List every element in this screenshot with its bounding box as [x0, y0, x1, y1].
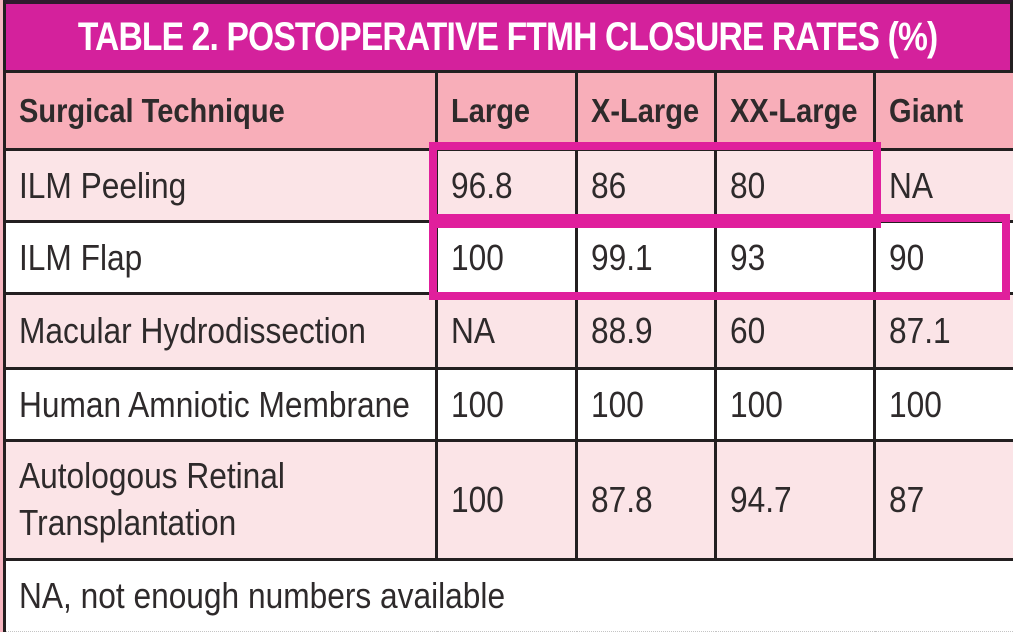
value-cell: 93 — [714, 220, 876, 295]
technique-cell: ILM Flap — [3, 220, 438, 295]
page-background-sliver — [0, 0, 3, 632]
value-cell: 100 — [435, 439, 578, 561]
value-cell: 94.7 — [714, 439, 876, 561]
column-header-xxlarge: XX-Large — [714, 70, 876, 151]
value-cell: 100 — [575, 367, 717, 442]
footnote-cell: NA, not enough numbers available — [3, 558, 1013, 632]
table-row-ilm-peeling: ILM Peeling 96.8 86 80 NA — [3, 148, 1013, 223]
value-cell: 60 — [714, 292, 876, 370]
footnote-row: NA, not enough numbers available — [3, 558, 1013, 632]
value-cell: 87 — [873, 439, 1013, 561]
value-cell: 80 — [714, 148, 876, 223]
technique-cell: Macular Hydrodissection — [3, 292, 438, 370]
value-cell: 86 — [575, 148, 717, 223]
value-cell: NA — [873, 148, 1013, 223]
value-cell: NA — [435, 292, 578, 370]
value-cell: 88.9 — [575, 292, 717, 370]
table-title: TABLE 2. POSTOPERATIVE FTMH CLOSURE RATE… — [78, 14, 938, 59]
value-cell: 96.8 — [435, 148, 578, 223]
table-container: TABLE 2. POSTOPERATIVE FTMH CLOSURE RATE… — [3, 0, 1013, 632]
technique-cell: Human Amniotic Membrane — [3, 367, 438, 442]
data-table: Surgical Technique Large X-Large XX-Larg… — [3, 70, 1013, 632]
column-header-giant: Giant — [873, 70, 1013, 151]
value-cell: 100 — [435, 367, 578, 442]
value-cell: 87.1 — [873, 292, 1013, 370]
value-cell: 100 — [435, 220, 578, 295]
table-title-bar: TABLE 2. POSTOPERATIVE FTMH CLOSURE RATE… — [3, 0, 1013, 70]
table-row-human-amniotic-membrane: Human Amniotic Membrane 100 100 100 100 — [3, 367, 1013, 442]
value-cell: 100 — [873, 367, 1013, 442]
column-header-large: Large — [435, 70, 578, 151]
value-cell: 100 — [714, 367, 876, 442]
column-header-technique: Surgical Technique — [3, 70, 438, 151]
column-header-xlarge: X-Large — [575, 70, 717, 151]
table-row-autologous-retinal-transplantation: Autologous Retinal Transplantation 100 8… — [3, 439, 1013, 561]
technique-cell: ILM Peeling — [3, 148, 438, 223]
value-cell: 87.8 — [575, 439, 717, 561]
table-row-ilm-flap: ILM Flap 100 99.1 93 90 — [3, 220, 1013, 295]
value-cell: 99.1 — [575, 220, 717, 295]
header-row: Surgical Technique Large X-Large XX-Larg… — [3, 70, 1013, 151]
technique-cell: Autologous Retinal Transplantation — [3, 439, 438, 561]
table-row-macular-hydrodissection: Macular Hydrodissection NA 88.9 60 87.1 — [3, 292, 1013, 370]
value-cell: 90 — [873, 220, 1013, 295]
